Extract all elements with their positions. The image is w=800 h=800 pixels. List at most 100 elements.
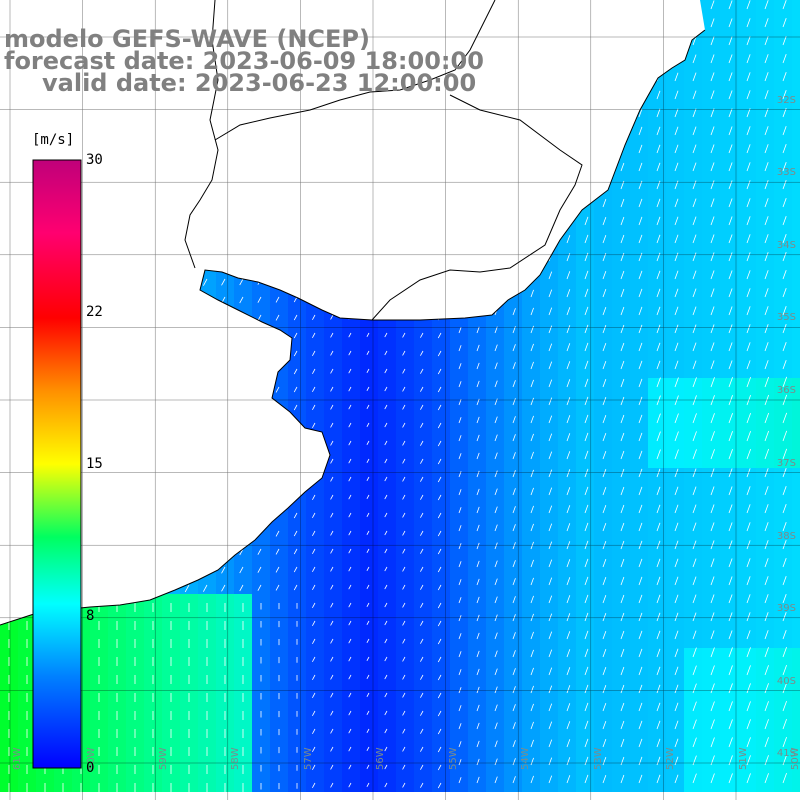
wind-arrow — [638, 126, 643, 136]
wind-arrow — [764, 701, 769, 712]
wind-arrow — [620, 414, 625, 424]
wind-arrow — [638, 216, 643, 226]
wind-arrow — [638, 486, 643, 496]
wind-arrow — [692, 522, 697, 532]
wind-arrow — [692, 216, 697, 226]
wind-arrow — [348, 692, 352, 698]
wind-arrow — [584, 378, 589, 388]
wind-arrow — [746, 288, 751, 298]
wind-arrow — [674, 377, 679, 388]
wind-arrow — [530, 541, 534, 550]
wind-arrow — [602, 576, 607, 586]
wind-arrow — [366, 746, 370, 752]
wind-arrow — [476, 542, 480, 550]
wind-arrow — [257, 566, 262, 573]
wind-arrow — [476, 650, 480, 658]
wind-arrow — [728, 72, 733, 82]
wind-arrow — [728, 431, 733, 442]
wind-arrow — [710, 216, 715, 226]
wind-arrow — [746, 126, 751, 136]
wind-arrow — [782, 430, 788, 442]
wind-arrow — [239, 584, 244, 592]
wind-arrow — [384, 620, 388, 626]
wind-arrow — [674, 324, 679, 334]
wind-arrow — [458, 579, 462, 586]
wind-arrow — [728, 630, 733, 640]
lat-label-40s: 40S — [776, 676, 796, 687]
wind-arrow — [437, 476, 442, 483]
wind-arrow — [330, 548, 334, 554]
wind-arrow — [602, 234, 607, 244]
wind-arrow — [275, 314, 280, 321]
wind-arrow — [620, 450, 625, 460]
wind-arrow — [566, 397, 571, 406]
wind-arrow — [384, 350, 388, 356]
wind-arrow — [656, 522, 661, 532]
wind-arrow — [710, 683, 715, 694]
lon-label-53w: 53W — [593, 747, 604, 770]
wind-arrow — [746, 72, 751, 82]
wind-arrow — [458, 381, 462, 388]
wind-arrow — [710, 594, 715, 604]
wind-arrow — [674, 612, 679, 622]
wind-arrow — [312, 656, 316, 662]
wind-arrow — [728, 449, 733, 460]
wind-arrow — [620, 342, 625, 352]
wind-arrow — [312, 728, 316, 734]
wind-arrow — [530, 613, 534, 622]
wind-arrow — [674, 630, 679, 640]
wind-arrow — [746, 234, 751, 244]
wind-arrow — [566, 667, 571, 676]
wind-arrow — [402, 404, 406, 410]
wind-arrow — [638, 324, 643, 334]
wind-cell — [792, 18, 800, 36]
wind-arrow — [548, 397, 553, 406]
wind-cell — [792, 306, 800, 324]
wind-arrow — [384, 566, 388, 572]
wind-arrow — [530, 325, 534, 334]
wind-arrow — [782, 360, 787, 370]
wind-arrow — [312, 368, 316, 374]
wind-arrow — [710, 701, 715, 712]
wind-arrow — [221, 566, 226, 574]
wind-arrow — [692, 36, 697, 46]
wind-arrow — [674, 431, 679, 442]
wind-arrow — [674, 756, 679, 766]
wind-arrow — [476, 326, 480, 334]
wind-arrow — [584, 360, 589, 370]
wind-arrow — [620, 558, 625, 568]
wind-arrow — [566, 361, 571, 370]
wind-arrow — [384, 638, 388, 644]
wind-arrow — [782, 90, 787, 100]
wind-arrow — [239, 278, 244, 286]
wind-arrow — [620, 216, 625, 226]
wind-arrow — [620, 288, 625, 298]
wind-arrow — [293, 404, 298, 411]
wind-arrow — [384, 386, 388, 392]
wind-arrow — [602, 306, 607, 316]
wind-arrow — [584, 234, 589, 244]
wind-arrow — [674, 126, 679, 136]
wind-arrow — [420, 764, 424, 770]
wind-arrow — [638, 198, 643, 208]
wind-arrow — [674, 576, 679, 586]
wind-arrow — [366, 368, 370, 374]
wind-arrow — [366, 494, 370, 500]
wind-arrow — [620, 576, 625, 586]
wind-arrow — [548, 649, 553, 658]
wind-arrow — [620, 198, 625, 208]
wind-arrow — [782, 737, 787, 748]
wind-arrow — [764, 234, 769, 244]
wind-arrow — [530, 739, 534, 748]
wind-arrow — [746, 665, 751, 676]
wind-arrow — [384, 368, 388, 374]
wind-arrow — [782, 630, 787, 640]
wind-arrow — [710, 377, 715, 388]
wind-arrow — [728, 144, 733, 154]
wind-arrow — [584, 684, 589, 694]
wind-arrow — [312, 422, 316, 428]
wind-arrow — [782, 18, 787, 28]
wind-cell — [792, 378, 800, 396]
wind-arrow — [674, 270, 679, 280]
wind-arrow — [420, 692, 424, 698]
